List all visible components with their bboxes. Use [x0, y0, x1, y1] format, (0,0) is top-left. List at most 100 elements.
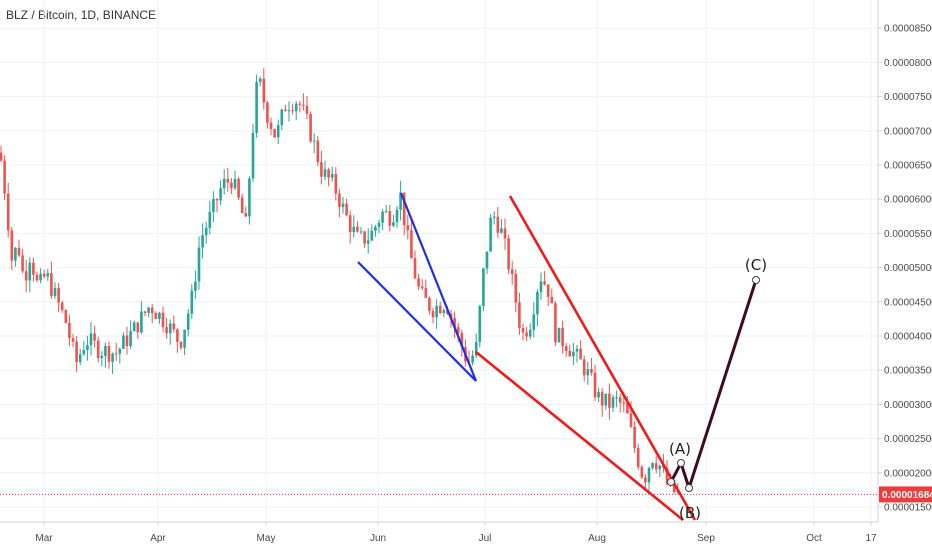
- candle-body: [536, 292, 539, 315]
- candle-body: [622, 402, 626, 404]
- candle-body: [341, 203, 345, 208]
- candle-body: [651, 463, 654, 468]
- candle-body: [629, 413, 633, 427]
- candle-body: [374, 226, 377, 231]
- candle-body: [172, 323, 176, 330]
- y-tick-label: 0.00004000: [884, 332, 932, 343]
- y-tick-label: 0.00001500: [884, 503, 932, 514]
- candle-body: [474, 341, 478, 356]
- blue-wedge-lower-line: [357, 261, 477, 382]
- candle-body: [194, 281, 197, 291]
- blue-wedge-upper-line: [399, 192, 478, 382]
- candle-body: [327, 169, 330, 178]
- candle-body: [71, 338, 75, 342]
- candle-body: [21, 255, 24, 272]
- candle-body: [582, 359, 586, 376]
- candle-body: [140, 311, 143, 333]
- candle-body: [60, 302, 64, 311]
- candle-body: [294, 103, 298, 112]
- y-tick-label: 0.00008500: [884, 24, 932, 35]
- candle-body: [248, 178, 251, 217]
- candle-body: [626, 403, 629, 414]
- candle-body: [658, 465, 662, 470]
- candle-body: [93, 333, 96, 341]
- candle-body: [496, 216, 500, 233]
- trendlines: [0, 192, 878, 522]
- candle-body: [564, 346, 568, 351]
- candle-body: [118, 348, 122, 354]
- candle-body: [39, 273, 42, 281]
- candle-body: [262, 78, 266, 103]
- candle-body: [57, 288, 60, 303]
- candle-body: [165, 327, 168, 334]
- wave-point: [677, 459, 685, 467]
- candle-body: [136, 322, 140, 333]
- candle-body: [345, 203, 348, 216]
- candle-body: [352, 226, 356, 233]
- candle-body: [158, 312, 161, 319]
- y-tick-label: 0.00003000: [884, 400, 932, 411]
- candle-body: [0, 152, 3, 161]
- time-axis[interactable]: Mar Apr May Jun Jul Aug Sep Oct 17: [0, 521, 878, 544]
- candle-body: [291, 110, 294, 112]
- candle-body: [514, 273, 518, 303]
- candle-body: [6, 193, 10, 231]
- candle-body: [78, 354, 82, 363]
- candle-body: [611, 397, 615, 408]
- candle-body: [521, 327, 525, 333]
- candle-body: [377, 222, 381, 227]
- candle-body: [255, 82, 258, 133]
- candle-body: [420, 286, 424, 289]
- candle-body: [608, 393, 611, 408]
- candle-body: [309, 113, 312, 142]
- candle-body: [633, 426, 636, 449]
- candle-body: [287, 110, 291, 112]
- x-tick-label: Aug: [588, 533, 606, 544]
- candle-body: [215, 198, 219, 201]
- price-axis[interactable]: 0.00001500 0.00002000 0.00002500 0.00003000…: [877, 0, 932, 522]
- candle-body: [147, 307, 150, 313]
- candle-body: [10, 230, 14, 261]
- candle-body: [359, 231, 363, 233]
- candle-body: [554, 303, 557, 343]
- candle-body: [186, 313, 190, 330]
- y-tick-label: 0.00006000: [884, 195, 932, 206]
- candle-body: [222, 178, 226, 189]
- candle-body: [320, 162, 323, 177]
- candle-body: [665, 467, 669, 484]
- candle-body: [456, 327, 460, 334]
- candle-body: [672, 480, 676, 493]
- candle-body: [280, 109, 284, 126]
- wave-point: [685, 484, 693, 492]
- candle-body: [168, 323, 172, 334]
- candle-body: [640, 467, 644, 478]
- candle-body: [417, 278, 420, 287]
- candle-body: [96, 340, 100, 359]
- candle-body: [104, 345, 107, 356]
- candle-body: [316, 140, 320, 163]
- candle-body: [492, 216, 496, 218]
- candle-body: [46, 273, 50, 277]
- candle-body: [406, 225, 410, 231]
- candle-body: [312, 140, 316, 142]
- candle-body: [500, 228, 503, 233]
- candle-body: [348, 215, 352, 233]
- candle-body: [453, 317, 456, 328]
- candle-body: [428, 297, 431, 311]
- candle-body: [579, 348, 582, 360]
- candle-body: [431, 310, 435, 318]
- x-tick-label: Sep: [697, 533, 715, 544]
- candle-body: [237, 178, 240, 198]
- wave-projection: (A) (B) (C): [667, 256, 767, 522]
- wave-point: [752, 276, 760, 284]
- candle-body: [543, 281, 546, 285]
- candle-body: [276, 125, 280, 138]
- candle-body: [460, 333, 464, 348]
- candle-body: [251, 132, 255, 179]
- x-tick-label: Jun: [370, 533, 386, 544]
- y-tick-label: 0.00007500: [884, 92, 932, 103]
- candle-body: [212, 198, 215, 213]
- wave-label: (C): [745, 256, 767, 274]
- abc-wave-path: [669, 279, 758, 490]
